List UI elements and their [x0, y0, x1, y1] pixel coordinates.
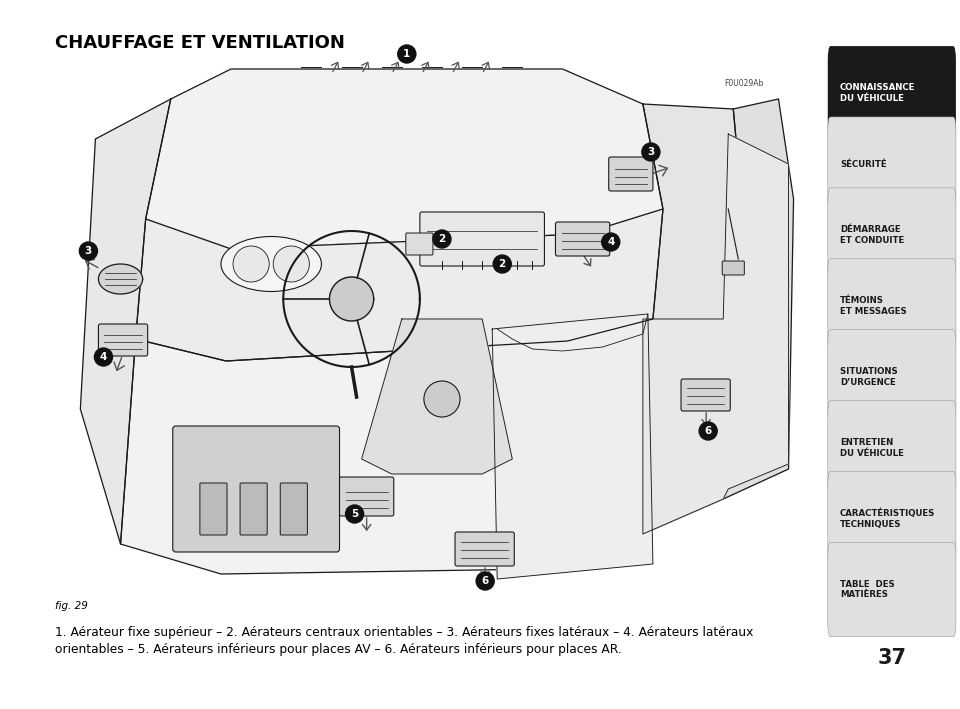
Circle shape: [433, 230, 451, 248]
FancyBboxPatch shape: [240, 483, 267, 535]
Text: 3: 3: [647, 147, 655, 157]
Circle shape: [94, 348, 112, 366]
Ellipse shape: [221, 237, 322, 291]
FancyBboxPatch shape: [828, 46, 956, 140]
Text: orientables – 5. Aérateurs inférieurs pour places AV – 6. Aérateurs inférieurs p: orientables – 5. Aérateurs inférieurs po…: [56, 643, 622, 656]
FancyBboxPatch shape: [828, 542, 956, 637]
Text: SITUATIONS 
D’URGENCE: SITUATIONS D’URGENCE: [840, 367, 900, 386]
FancyBboxPatch shape: [173, 426, 340, 552]
Circle shape: [602, 233, 620, 251]
FancyBboxPatch shape: [200, 483, 227, 535]
Polygon shape: [121, 319, 653, 574]
FancyBboxPatch shape: [828, 471, 956, 566]
Polygon shape: [643, 104, 743, 534]
Circle shape: [699, 422, 717, 440]
Text: SÉCURITÉ: SÉCURITÉ: [840, 160, 887, 169]
Text: CARACTÉRISTIQUES
TECHNIQUES: CARACTÉRISTIQUES TECHNIQUES: [840, 508, 935, 529]
FancyBboxPatch shape: [828, 259, 956, 353]
Circle shape: [274, 246, 309, 282]
Circle shape: [346, 505, 364, 523]
FancyBboxPatch shape: [828, 188, 956, 282]
Text: 6: 6: [482, 576, 489, 586]
Text: ENTRETIEN
DU VÉHICULE: ENTRETIEN DU VÉHICULE: [840, 438, 904, 457]
Polygon shape: [362, 319, 513, 474]
Polygon shape: [723, 99, 794, 499]
Polygon shape: [81, 99, 171, 544]
FancyBboxPatch shape: [722, 261, 744, 275]
Polygon shape: [99, 264, 143, 294]
Text: DÉMARRAGE
ET CONDUITE: DÉMARRAGE ET CONDUITE: [840, 225, 904, 245]
Text: fig. 29: fig. 29: [56, 601, 88, 611]
Text: CHAUFFAGE ET VENTILATION: CHAUFFAGE ET VENTILATION: [56, 34, 346, 52]
Text: CONNAISSANCE
DU VÉHICULE: CONNAISSANCE DU VÉHICULE: [840, 84, 916, 103]
Text: 1. Aérateur fixe supérieur – 2. Aérateurs centraux orientables – 3. Aérateurs fi: 1. Aérateur fixe supérieur – 2. Aérateur…: [56, 626, 754, 639]
FancyBboxPatch shape: [828, 330, 956, 424]
FancyBboxPatch shape: [420, 212, 544, 266]
Text: 4: 4: [607, 237, 614, 247]
Text: 4: 4: [100, 352, 108, 362]
Polygon shape: [329, 277, 373, 321]
Circle shape: [80, 242, 97, 260]
Text: 2: 2: [439, 234, 445, 244]
Text: TÉMOINS
ET MESSAGES: TÉMOINS ET MESSAGES: [840, 296, 907, 316]
FancyBboxPatch shape: [609, 157, 653, 191]
FancyBboxPatch shape: [681, 379, 731, 411]
Circle shape: [424, 381, 460, 417]
Text: TABLE  DES 
MATIÈRES: TABLE DES MATIÈRES: [840, 580, 898, 599]
Polygon shape: [135, 209, 663, 361]
FancyBboxPatch shape: [280, 483, 307, 535]
FancyBboxPatch shape: [340, 477, 394, 516]
FancyBboxPatch shape: [556, 222, 610, 256]
FancyBboxPatch shape: [455, 532, 515, 566]
Circle shape: [397, 45, 416, 63]
Text: 1: 1: [403, 49, 411, 59]
Circle shape: [493, 255, 512, 273]
FancyBboxPatch shape: [828, 117, 956, 211]
Circle shape: [476, 572, 494, 590]
FancyBboxPatch shape: [828, 401, 956, 495]
Circle shape: [233, 246, 269, 282]
Circle shape: [642, 143, 660, 161]
Text: 2: 2: [498, 259, 506, 269]
Text: F0U029Ab: F0U029Ab: [724, 79, 763, 88]
Polygon shape: [492, 314, 653, 579]
Polygon shape: [643, 134, 788, 534]
Polygon shape: [146, 69, 663, 249]
FancyBboxPatch shape: [99, 324, 148, 356]
Text: 37: 37: [877, 648, 906, 668]
FancyBboxPatch shape: [406, 233, 433, 255]
Text: 5: 5: [351, 509, 358, 519]
Text: 6: 6: [705, 426, 711, 436]
Text: 3: 3: [84, 246, 92, 256]
